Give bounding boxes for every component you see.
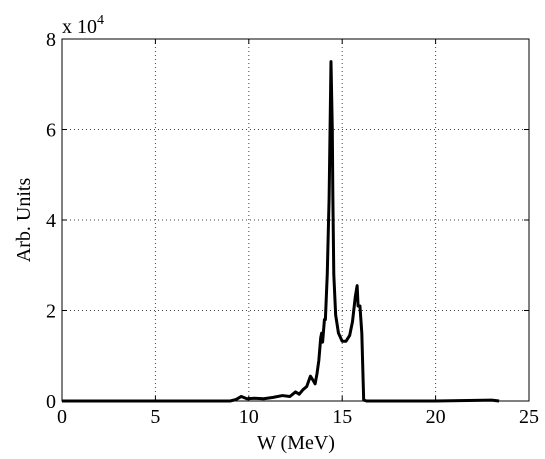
y-axis-label: Arb. Units — [13, 178, 35, 263]
y-exponent-label: x 104 — [62, 13, 104, 38]
y-tick-label: 2 — [46, 301, 56, 323]
x-tick-label: 20 — [426, 406, 446, 428]
grid — [62, 39, 529, 401]
series-line — [62, 60, 500, 403]
y-tick-label: 6 — [46, 120, 56, 142]
y-tick-label: 0 — [46, 391, 56, 413]
y-tick-label: 4 — [46, 210, 56, 232]
x-axis-label: W (MeV) — [257, 432, 335, 454]
x-tick-label: 10 — [239, 406, 259, 428]
x-tick-label: 15 — [332, 406, 352, 428]
x-tick-label: 25 — [519, 406, 539, 428]
x-tick-label: 0 — [57, 406, 67, 428]
y-tick-label: 8 — [46, 29, 56, 51]
ticks — [61, 38, 530, 402]
x-tick-label: 5 — [150, 406, 160, 428]
tick-labels: 0 5 10 15 20 25 0 2 4 6 8 — [46, 29, 539, 428]
